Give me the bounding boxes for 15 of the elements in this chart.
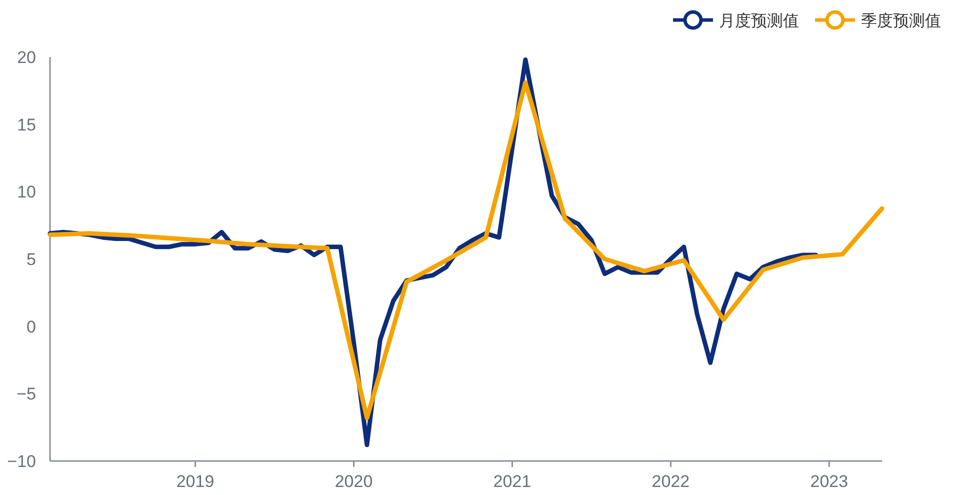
y-tick-label: 15: [17, 115, 36, 134]
x-tick-label: 2019: [176, 472, 214, 491]
y-tick-label: 10: [17, 182, 36, 202]
y-tick-label: 20: [17, 48, 36, 67]
x-tick-label: 2021: [493, 472, 532, 491]
x-tick-label: 2022: [652, 472, 690, 491]
y-tick-label: 0: [26, 317, 36, 336]
legend-label: 季度预测值: [861, 12, 941, 30]
legend-label: 月度预测值: [719, 12, 799, 30]
line-series: [48, 80, 884, 420]
y-tick-label: −10: [7, 452, 36, 471]
x-tick-label: 2023: [810, 472, 848, 491]
y-tick-label: 5: [26, 250, 36, 269]
x-tick-label: 2020: [334, 472, 373, 491]
y-tick-label: −5: [16, 384, 36, 404]
